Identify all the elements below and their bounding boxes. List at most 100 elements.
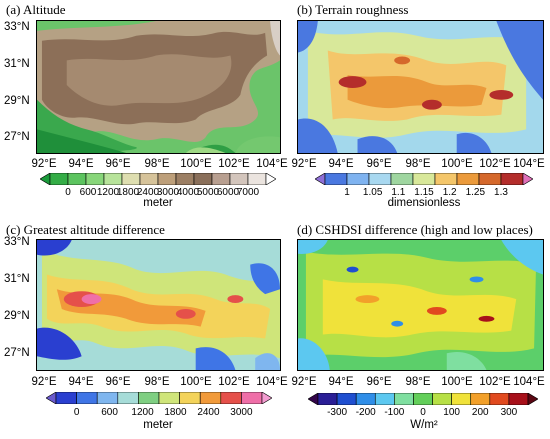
lon-label: 102°E	[218, 158, 250, 170]
lon-label: 92°E	[31, 376, 57, 388]
colorbar-tick-label: 300	[500, 407, 518, 418]
colorbar-bin	[199, 392, 222, 404]
colorbar-high-cap	[261, 392, 272, 404]
colorbar-tick-label: 3000	[230, 407, 253, 418]
colorbar-bin	[158, 392, 180, 404]
colorbar-bin	[179, 392, 201, 404]
colorbar-tick-label: -300	[327, 407, 348, 418]
lon-label: 104°E	[513, 376, 545, 388]
panel-c-title: (c) Greatest altitude difference	[6, 222, 165, 237]
colorbar-bin	[211, 173, 231, 185]
panel-b-title: (b) Terrain roughness	[297, 2, 409, 17]
lon-label: 96°E	[105, 158, 131, 170]
colorbar-tick-label: 1.3	[494, 187, 508, 198]
colorbar-high-cap	[522, 173, 533, 185]
lat-label: 31°N	[4, 273, 30, 285]
colorbar-tick-label: 600	[101, 407, 118, 418]
altitude-colorbar	[40, 173, 276, 185]
colorbar-tick-label: 1200	[96, 187, 120, 198]
colorbar-bin	[247, 173, 267, 185]
colorbar-low-cap	[315, 173, 326, 185]
colorbar-tick-label: 1.05	[362, 187, 383, 198]
colorbar-tick-label: 600	[79, 187, 97, 198]
colorbar-tick-label: 3000	[156, 187, 180, 198]
colorbar-tick-label: 1800	[164, 407, 187, 418]
colorbar-bin	[220, 392, 242, 404]
colorbar-high-cap	[265, 173, 276, 185]
lon-label: 92°E	[31, 158, 57, 170]
lon-label: 94°E	[68, 376, 94, 388]
roughness-colorbar	[315, 173, 533, 185]
colorbar-bin	[138, 392, 160, 404]
colorbar-bin	[67, 173, 87, 185]
colorbar-bin	[355, 393, 376, 405]
lon-label: 98°E	[405, 158, 431, 170]
colorbar-bin	[55, 392, 77, 404]
colorbar-tick-label: 1.25	[465, 187, 486, 198]
colorbar-tick-label: 2400	[197, 407, 220, 418]
colorbar-bin	[500, 173, 524, 185]
colorbar-bin	[346, 173, 370, 185]
altitude-difference-map	[36, 239, 281, 371]
colorbar-tick-label: -100	[384, 407, 405, 418]
lon-label: 104°E	[513, 158, 545, 170]
colorbar-bin	[508, 393, 529, 405]
colorbar-high-cap	[527, 393, 538, 405]
colorbar-tick-label: 2400	[136, 187, 160, 198]
colorbar-tick-label: 1.1	[391, 187, 406, 198]
colorbar-bin	[374, 393, 395, 405]
lon-label: 98°E	[144, 376, 170, 388]
lon-label: 94°E	[68, 158, 94, 170]
colorbar-bin	[121, 173, 141, 185]
lat-label: 33°N	[4, 21, 30, 33]
colorbar-bin	[368, 173, 392, 185]
colorbar-bin	[470, 393, 491, 405]
colorbar-bin	[336, 393, 357, 405]
colorbar-low-cap	[308, 393, 319, 405]
colorbar-bin	[157, 173, 177, 185]
colorbar-tick-label: 0	[420, 407, 426, 418]
lon-label: 94°E	[328, 158, 354, 170]
colorbar-bin	[117, 392, 139, 404]
lon-label: 94°E	[328, 376, 354, 388]
colorbar-tick-label: 1	[344, 187, 350, 198]
lon-label: 96°E	[366, 376, 392, 388]
altitude-difference-colorbar	[46, 392, 272, 404]
lon-label: 102°E	[479, 158, 511, 170]
colorbar-bin	[451, 393, 472, 405]
colorbar-bin	[478, 173, 502, 185]
colorbar-unit: meter	[143, 197, 173, 209]
colorbar-bin	[489, 393, 510, 405]
colorbar-bin	[324, 173, 348, 185]
colorbar-tick-label: 200	[471, 407, 489, 418]
lat-label: 33°N	[4, 236, 30, 248]
colorbar-tick-label: 100	[443, 407, 460, 418]
colorbar-bin	[96, 392, 119, 404]
colorbar-bin	[175, 173, 195, 185]
lon-label: 104°E	[256, 376, 288, 388]
lon-label: 96°E	[366, 158, 392, 170]
terrain-roughness-map	[297, 20, 544, 154]
lon-label: 98°E	[405, 376, 431, 388]
lat-label: 31°N	[4, 58, 30, 70]
lat-label: 29°N	[4, 95, 30, 107]
colorbar-bin	[412, 173, 436, 185]
colorbar-tick-label: 4000	[176, 187, 200, 198]
colorbar-bin	[413, 393, 433, 405]
colorbar-tick-label: 1200	[131, 407, 154, 418]
lon-label: 102°E	[479, 376, 511, 388]
altitude-map	[36, 20, 281, 154]
colorbar-unit: meter	[143, 419, 173, 431]
colorbar-bin	[434, 173, 458, 185]
colorbar-bin	[85, 173, 105, 185]
colorbar-bin	[394, 393, 414, 405]
colorbar-tick-label: 1800	[116, 187, 140, 198]
colorbar-unit: dimensionless	[387, 197, 461, 209]
colorbar-bin	[317, 393, 338, 405]
colorbar-bin	[432, 393, 452, 405]
colorbar-bin	[193, 173, 213, 185]
colorbar-tick-label: 0	[65, 187, 71, 198]
lat-label: 27°N	[4, 131, 30, 143]
colorbar-low-cap	[40, 173, 51, 185]
lon-label: 96°E	[105, 376, 131, 388]
